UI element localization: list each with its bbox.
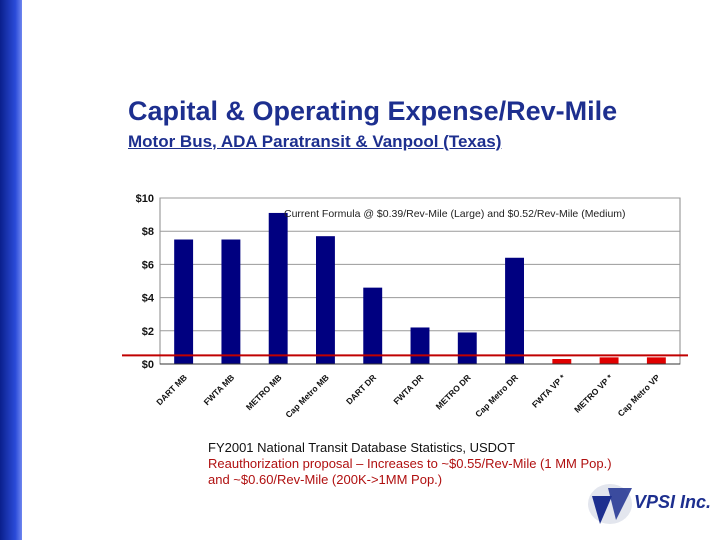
x-tick-label: Cap Metro VP [616,372,662,418]
bar [410,327,430,364]
y-tick-label: $6 [142,259,154,271]
left-accent-bar [0,0,22,540]
y-tick-label: $8 [142,226,154,238]
y-tick-label: $2 [142,326,154,338]
slide-title: Capital & Operating Expense/Rev-Mile [128,96,618,126]
source-note: FY2001 National Transit Database Statist… [208,440,516,455]
reauthorization-note-line1: Reauthorization proposal – Increases to … [208,456,612,471]
x-tick-label: METRO MB [244,372,284,412]
bar [174,239,194,364]
bar [552,359,572,364]
vpsi-swoosh-icon [588,484,632,524]
y-tick-label: $4 [142,293,155,305]
x-tick-label: Cap Metro DR [473,372,520,419]
x-tick-label: METRO DR [434,372,473,411]
slide-subtitle: Motor Bus, ADA Paratransit & Vanpool (Te… [128,132,502,151]
x-tick-label: METRO VP * [572,372,615,415]
bar [363,287,383,364]
bar [316,236,335,364]
bar [457,332,477,364]
x-tick-label: FWTA DR [391,372,425,406]
x-tick-label: FWTA MB [202,372,237,407]
bar [268,212,288,364]
vpsi-logo: VPSI Inc. [586,474,712,530]
bar [646,357,666,364]
bar [599,357,619,364]
y-tick-label: $10 [136,193,154,205]
y-tick-label: $0 [142,359,154,371]
x-tick-label: DART MB [154,372,189,407]
bar [221,239,241,364]
chart-annotation: Current Formula @ $0.39/Rev-Mile (Large)… [284,208,626,220]
bar [505,257,524,364]
logo-text: VPSI Inc. [634,492,712,512]
notes-block: FY2001 National Transit Database Statist… [208,440,612,488]
x-tick-label: FWTA VP * [530,372,568,410]
x-tick-label: Cap Metro MB [283,372,330,419]
reauthorization-note-line2: and ~$0.60/Rev-Mile (200K->1MM Pop.) [208,472,443,487]
x-tick-label: DART DR [344,372,378,406]
